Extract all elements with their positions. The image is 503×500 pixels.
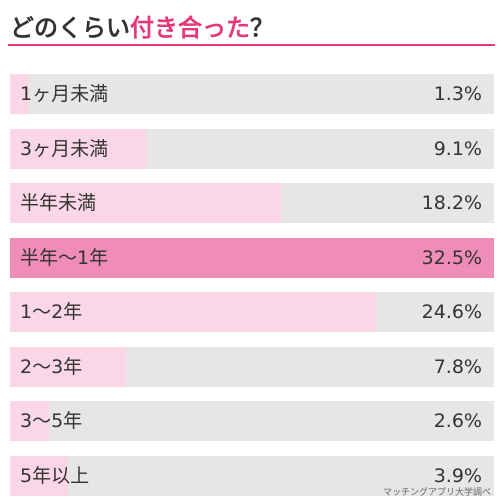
category-label: 半年未満 [20,192,97,214]
bar-row: 半年〜1年 32.5% [10,238,494,278]
value-label: 32.5% [421,247,482,269]
category-label: 5年以上 [20,465,90,487]
value-label: 7.8% [433,356,482,378]
bar-row: 半年未満 18.2% [10,183,494,223]
title-suffix: ？ [250,14,274,42]
value-label: 9.1% [433,138,482,160]
value-label: 3.9% [433,465,482,487]
bar [10,292,376,332]
value-label: 2.6% [433,410,482,432]
bar-row: 5年以上 3.9% [10,456,494,496]
category-label: 3〜5年 [20,410,83,432]
value-label: 24.6% [421,301,482,323]
title-underline [8,44,495,46]
category-label: 2〜3年 [20,356,83,378]
value-label: 1.3% [433,83,482,105]
source-note: マッチングアプリ大学調べ [382,488,491,498]
bar [10,183,281,223]
bar [10,238,494,278]
bar [10,456,68,496]
bar-row: 3ヶ月未満 9.1% [10,129,494,169]
bar [10,129,146,169]
bar [10,74,29,114]
title-accent: 付き合った [130,14,250,42]
category-label: 3ヶ月未満 [20,138,109,160]
category-label: 1〜2年 [20,301,83,323]
bar [10,401,49,441]
bar [10,347,126,387]
title-prefix: どのくらい [10,14,130,42]
value-label: 18.2% [421,192,482,214]
category-label: 1ヶ月未満 [20,83,109,105]
category-label: 半年〜1年 [20,247,109,269]
bar-row: 2〜3年 7.8% [10,347,494,387]
bar-row: 1ヶ月未満 1.3% [10,74,494,114]
chart-title: どのくらい付き合った？ [10,8,274,43]
bar-row: 1〜2年 24.6% [10,292,494,332]
bar-row: 3〜5年 2.6% [10,401,494,441]
